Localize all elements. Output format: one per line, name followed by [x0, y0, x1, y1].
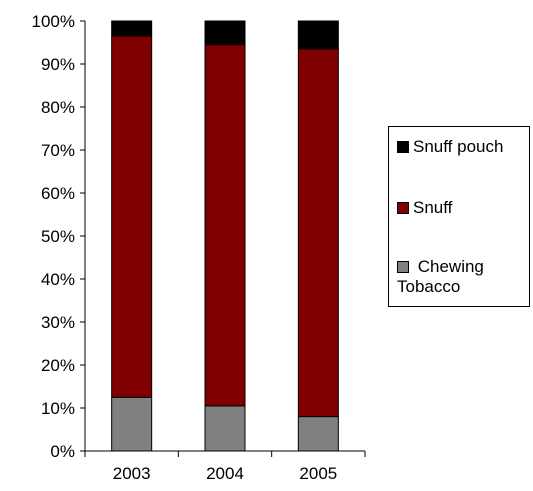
legend-swatch-snuff-pouch	[397, 141, 409, 153]
y-tick-label-40pct: 40%	[41, 270, 75, 289]
y-tick-label-20pct: 20%	[41, 356, 75, 375]
bar-chewing-tobacco-2005	[297, 416, 339, 452]
legend-swatch-snuff	[397, 202, 409, 214]
bar-snuff-2003	[111, 35, 153, 398]
legend-label-chewing-line1: Chewing	[417, 257, 484, 276]
y-tick-label-80pct: 80%	[41, 98, 75, 117]
bar-snuff-pouch-2003	[111, 20, 153, 37]
bar-snuff-pouch-2005	[297, 20, 339, 50]
legend-label-snuff-pouch: Snuff pouch	[413, 137, 504, 156]
x-tick-label-2003: 2003	[113, 464, 151, 483]
y-tick-label-30pct: 30%	[41, 313, 75, 332]
y-tick-label-90pct: 90%	[41, 55, 75, 74]
legend-swatch-chewing-tobacco	[397, 261, 409, 273]
bar-snuff-2005	[297, 48, 339, 418]
legend-label-chewing-line2: Tobacco	[397, 277, 461, 296]
y-tick-label-0pct: 0%	[50, 442, 75, 461]
y-tick-label-50pct: 50%	[41, 227, 75, 246]
legend-item-snuff-pouch: Snuff pouch	[397, 137, 503, 157]
legend-item-chewing-tobacco: Chewing Tobacco	[397, 257, 484, 297]
legend-label-snuff: Snuff	[413, 198, 453, 217]
x-tick-label-2005: 2005	[299, 464, 337, 483]
bar-chewing-tobacco-2003	[111, 396, 153, 452]
bar-snuff-2004	[204, 44, 246, 407]
bar-chewing-tobacco-2004	[204, 405, 246, 452]
y-tick-label-10pct: 10%	[41, 399, 75, 418]
legend-item-snuff: Snuff	[397, 198, 452, 218]
x-tick-label-2004: 2004	[206, 464, 244, 483]
y-tick-label-100pct: 100%	[32, 12, 75, 31]
legend: Snuff pouch Snuff Chewing Tobacco	[388, 126, 530, 307]
y-tick-label-70pct: 70%	[41, 141, 75, 160]
bar-snuff-pouch-2004	[204, 20, 246, 46]
y-tick-label-60pct: 60%	[41, 184, 75, 203]
